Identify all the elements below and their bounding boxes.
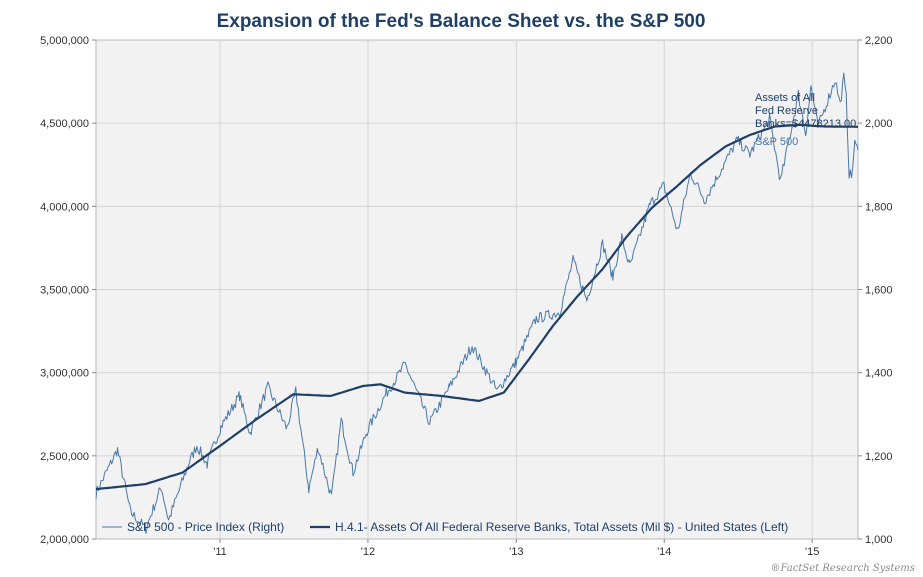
sp500-annotation: S&P 500	[755, 136, 798, 148]
annotations: Assets of All Fed Reserve Banks=$4478213.0…	[755, 92, 856, 148]
legend-label-fed-assets: H.4.1- Assets Of All Federal Reserve Ban…	[335, 520, 788, 534]
y-right-tick-label: 1,000	[865, 534, 893, 546]
gridlines	[96, 40, 858, 539]
sp500-line	[95, 72, 859, 534]
x-tick-label: '14	[657, 546, 671, 558]
y-right-tick-label: 1,800	[865, 201, 893, 213]
y-left-tick-label: 3,500,000	[40, 285, 89, 297]
fed-assets-annotation: Assets of All Fed Reserve Banks=$4478213.0…	[755, 92, 856, 130]
y-right-tick-label: 1,600	[865, 285, 893, 297]
y-left-tick-label: 2,000,000	[40, 534, 89, 546]
y-right-tick-label: 1,400	[865, 368, 893, 380]
y-left-tick-label: 3,000,000	[40, 368, 89, 380]
series-group	[95, 72, 859, 534]
x-tick-label: '15	[805, 546, 819, 558]
x-tick-label: '12	[361, 546, 375, 558]
fed-assets-annotation-line: Banks=$4478213.00	[755, 118, 856, 130]
y-left-tick-label: 4,500,000	[40, 118, 89, 130]
y-left-tick-label: 5,000,000	[40, 35, 89, 47]
y-left-tick-label: 4,000,000	[40, 201, 89, 213]
legend: S&P 500 - Price Index (Right) H.4.1- Asse…	[102, 520, 788, 534]
x-tick-label: '13	[509, 546, 523, 558]
axis-ticks: 2,000,000 2,500,000 3,000,000 3,500,000 4,00…	[40, 35, 892, 558]
legend-label-sp500: S&P 500 - Price Index (Right)	[127, 520, 284, 534]
y-right-tick-label: 1,200	[865, 451, 893, 463]
y-left-tick-label: 2,500,000	[40, 451, 89, 463]
y-right-tick-label: 2,000	[865, 118, 893, 130]
chart-title: Expansion of the Fed's Balance Sheet vs.…	[217, 11, 706, 32]
y-right-tick-label: 2,200	[865, 35, 893, 47]
x-tick-label: '11	[213, 546, 227, 558]
fed-assets-annotation-line: Fed Reserve	[755, 105, 818, 117]
fed-assets-line	[95, 123, 858, 491]
source-credit: ®FactSet Research Systems	[771, 563, 915, 574]
fed-assets-annotation-line: Assets of All	[755, 92, 815, 104]
